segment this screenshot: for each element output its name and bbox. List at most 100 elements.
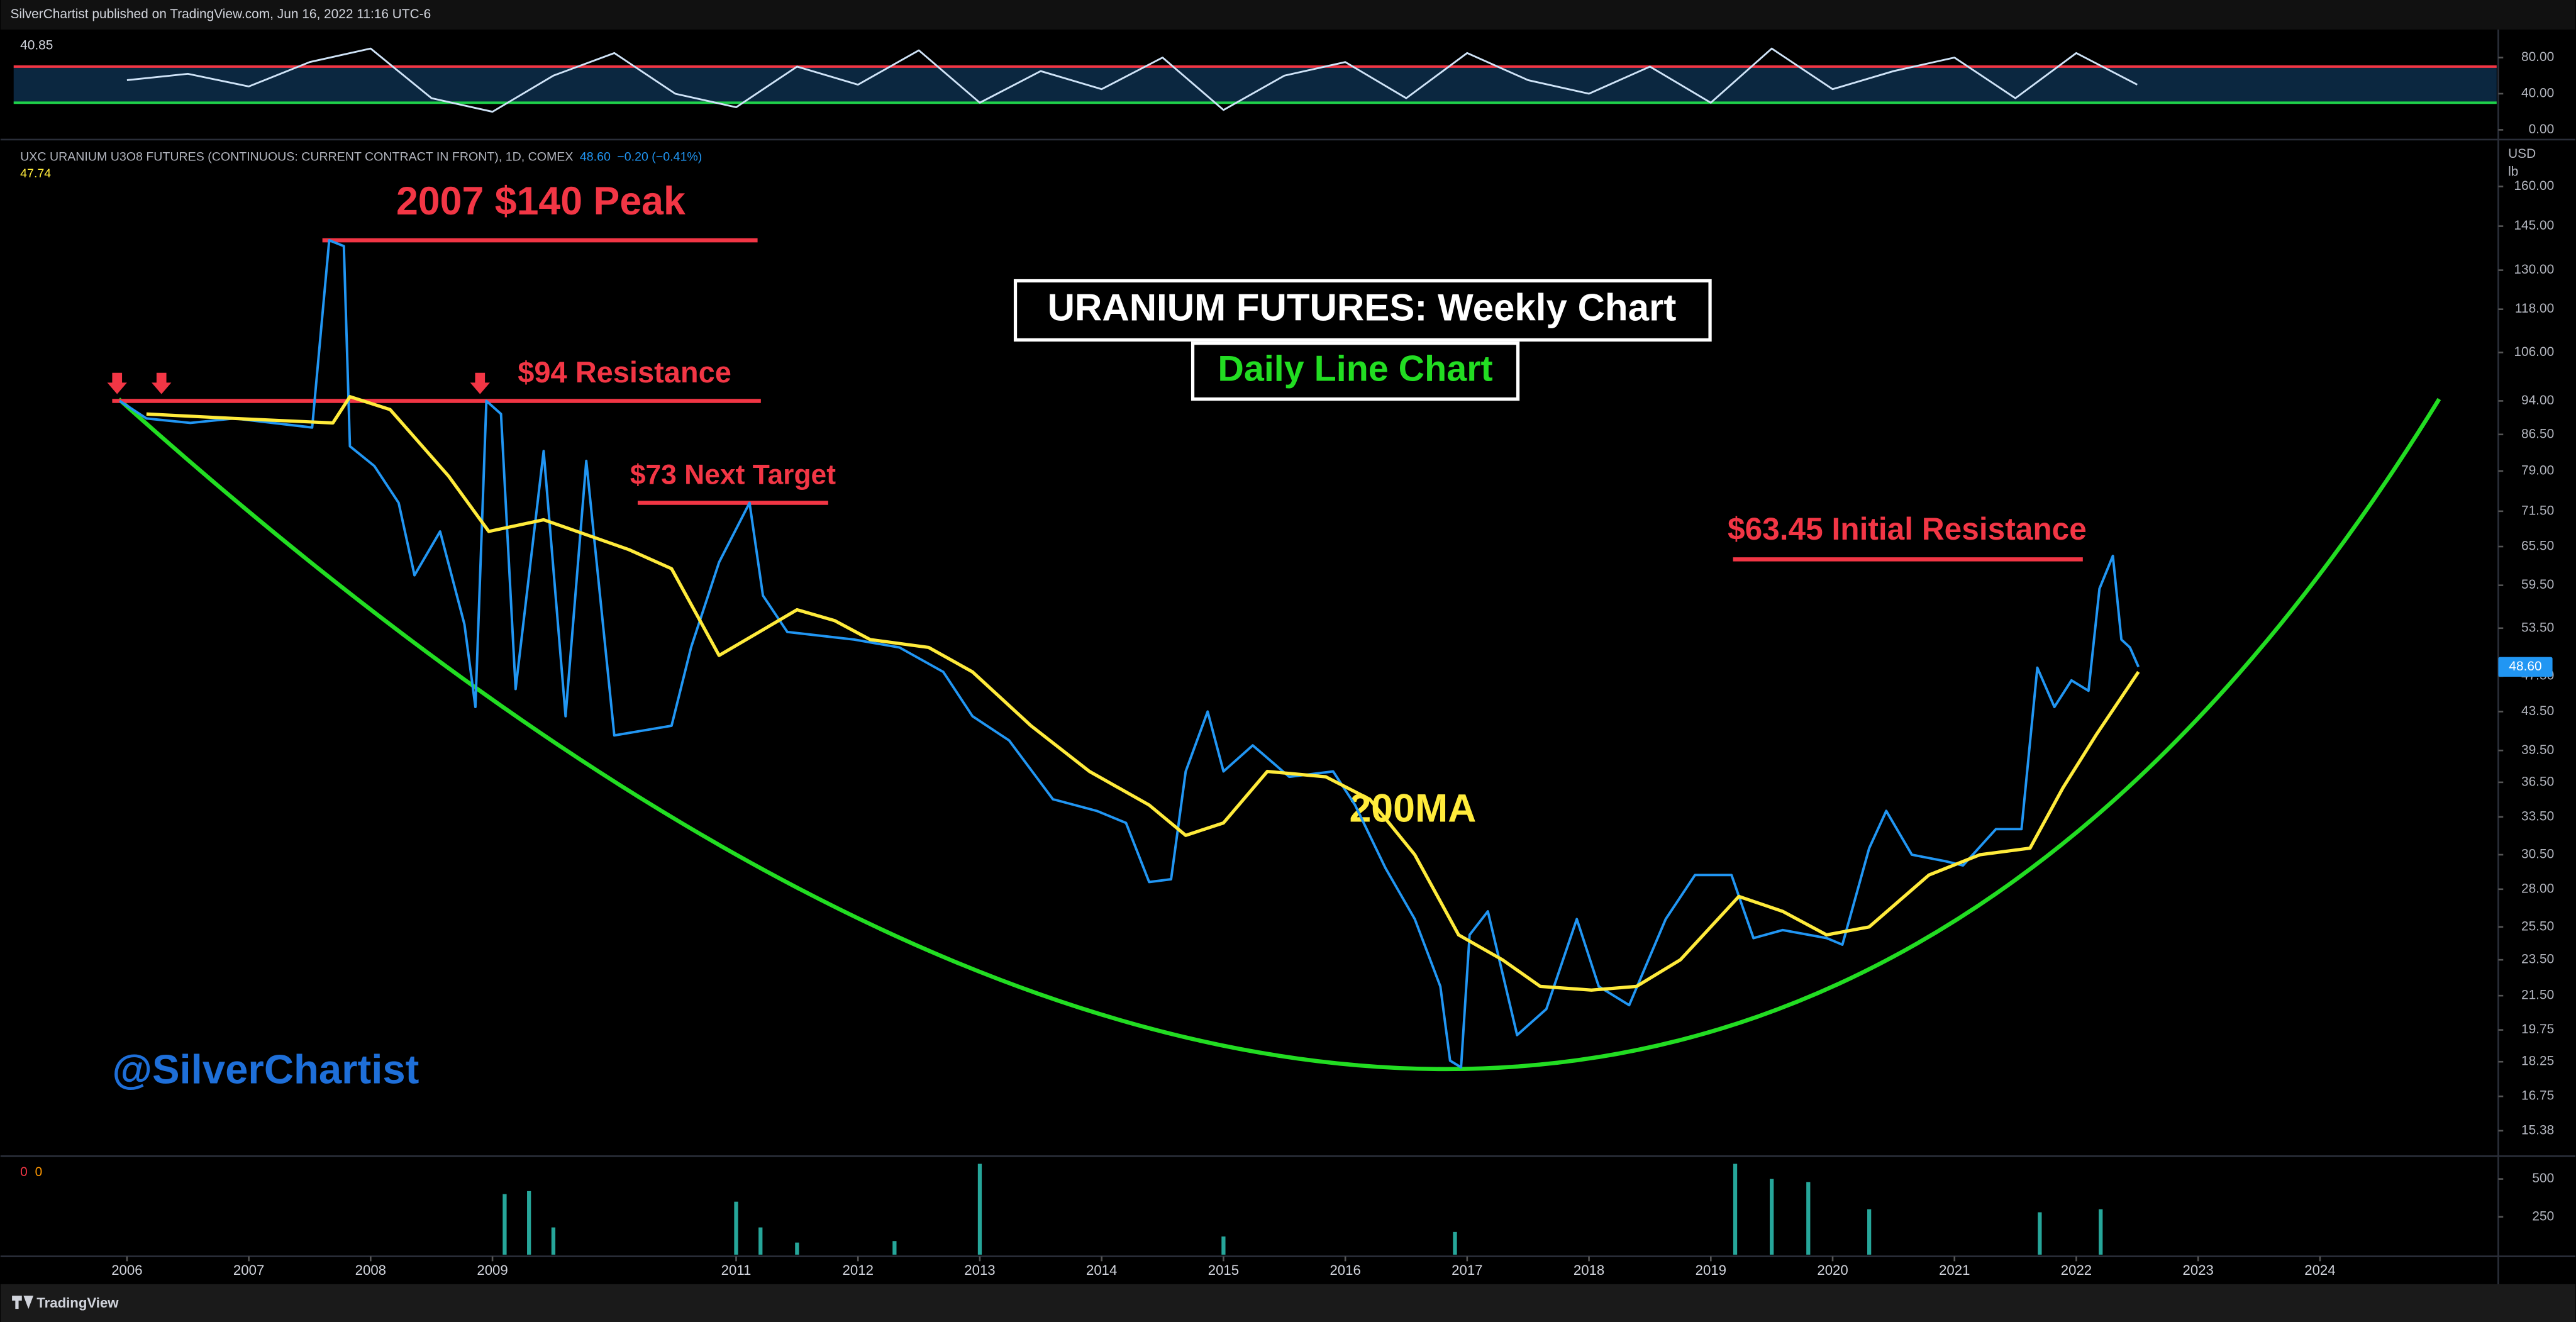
volume-bar [758,1227,763,1255]
x-tick-label: 2017 [1452,1262,1482,1278]
x-tick-label: 2019 [1696,1262,1726,1278]
x-tick-label: 2020 [1817,1262,1848,1278]
y-tick-label: 39.50 [2521,743,2554,757]
logo-icon [12,1296,34,1309]
volume-bar [1453,1231,1457,1255]
y-tick-label: 86.50 [2521,426,2554,441]
series-line [119,239,2140,1069]
x-tick-label: 2012 [843,1262,874,1278]
arrow-marker [152,372,172,394]
last-value: 48.60 [580,150,611,164]
footer-logo: TradingView [36,1295,119,1311]
volume-bar [977,1164,982,1255]
volume-bar [1806,1182,1811,1255]
volume-bar [2099,1209,2103,1255]
y-tick-label: 36.50 [2521,774,2554,789]
y-tick-label: 23.50 [2521,952,2554,967]
y-tick-label: 65.50 [2521,539,2554,553]
band-fill [13,66,2497,103]
series-line [126,47,2138,113]
volume-bar [1867,1209,1872,1255]
series-name: UXC URANIUM U3O8 FUTURES (CONTINUOUS: CU… [20,150,573,164]
y-unit-sub: lb [2508,165,2518,179]
chart-title: URANIUM FUTURES: Weekly Chart [1048,286,1677,328]
y-tick-label: 28.00 [2521,881,2554,896]
header-bar [0,0,2576,30]
title-box [1013,279,1712,342]
y-unit: USD [2508,147,2536,161]
y-tick-label: 59.50 [2521,577,2554,592]
y-tick-label: 145.00 [2514,218,2554,233]
y-tick-label: 160.00 [2514,179,2554,193]
price-box-label: 48.60 [2509,659,2541,674]
subtitle-box [1191,342,1520,401]
volume-bar [2038,1212,2042,1255]
x-tick-label: 2008 [355,1262,386,1278]
annotation: $63.45 Initial Resistance [1728,511,2087,547]
change: −0.20 (−0.41%) [617,150,702,164]
volume-bar [1733,1164,1738,1255]
volume-bar [527,1191,531,1255]
y-tick-label: 80.00 [2521,50,2554,64]
y-tick-label: 15.38 [2521,1123,2554,1137]
x-tick-label: 2007 [233,1262,264,1278]
x-tick-label: 2009 [477,1262,508,1278]
y-tick-label: 0.00 [2529,122,2555,136]
watermark: @SilverChartist [112,1046,419,1092]
x-tick-label: 2014 [1086,1262,1117,1278]
volume-legend: 0 [20,1165,28,1179]
y-tick-label: 19.75 [2521,1022,2554,1036]
x-tick-label: 2013 [964,1262,995,1278]
volume-bar [551,1227,556,1255]
y-tick-label: 43.50 [2521,704,2554,718]
annotation: $73 Next Target [630,459,836,490]
y-tick-label: 500 [2532,1171,2554,1186]
volume-bar [1770,1179,1774,1255]
y-tick-label: 16.75 [2521,1089,2554,1103]
y-tick-label: 118.00 [2515,301,2554,316]
x-tick-label: 2006 [111,1262,142,1278]
y-tick-label: 106.00 [2514,345,2554,359]
y-tick-label: 94.00 [2521,393,2554,408]
y-tick-label: 40.00 [2521,86,2554,100]
volume-bar [1221,1236,1226,1255]
y-tick-label: 250 [2532,1209,2554,1223]
volume-bar [795,1242,799,1255]
x-tick-label: 2016 [1330,1262,1360,1278]
y-tick-label: 71.50 [2521,503,2554,518]
header-text: SilverChartist published on TradingView.… [11,7,431,21]
arrow-marker [107,372,127,394]
chart-subtitle: Daily Line Chart [1218,348,1492,389]
y-tick-label: 18.25 [2521,1054,2554,1069]
series-legend: UXC URANIUM U3O8 FUTURES (CONTINUOUS: CU… [20,150,702,164]
volume-bar [892,1241,897,1255]
x-tick-label: 2022 [2061,1262,2092,1278]
ma-value: 47.74 [20,167,51,181]
y-tick-label: 53.50 [2521,620,2554,635]
volume-bar [734,1201,738,1255]
y-tick-label: 30.50 [2521,847,2554,862]
x-tick-label: 2015 [1208,1262,1239,1278]
y-tick-label: 25.50 [2521,919,2554,933]
annotation: $94 Resistance [518,355,731,389]
series-line [146,395,2140,992]
volume-legend: 0 [35,1165,43,1179]
footer-bar [0,1284,2576,1322]
arrow-marker [470,372,490,394]
y-tick-label: 130.00 [2514,262,2554,277]
x-tick-label: 2018 [1574,1262,1604,1278]
y-tick-label: 21.50 [2521,988,2554,1003]
volume-bar [502,1194,507,1255]
y-tick-label: 79.00 [2521,463,2554,477]
x-tick-label: 2024 [2304,1262,2335,1278]
y-tick-label: 33.50 [2521,809,2554,823]
ma-label: 200MA [1349,786,1476,830]
annotation: 2007 $140 Peak [396,179,686,223]
x-tick-label: 2011 [721,1262,752,1278]
x-tick-label: 2021 [1939,1262,1970,1278]
price-box [2498,657,2553,677]
